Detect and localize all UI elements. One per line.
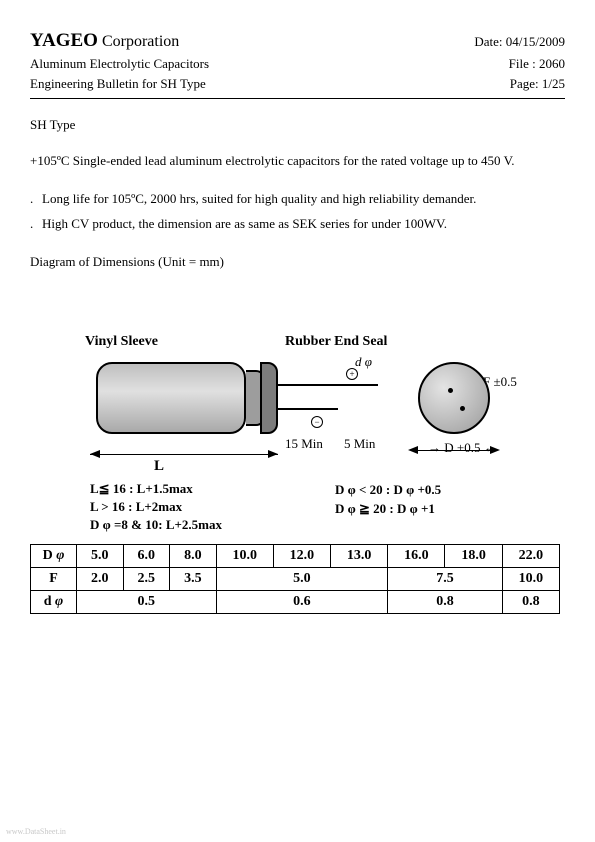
- fifteen-min-label: 15 Min: [285, 436, 323, 452]
- capacitor-top-icon: [260, 362, 278, 434]
- vinyl-sleeve-label: Vinyl Sleeve: [85, 334, 158, 350]
- description: +105ºC Single-ended lead aluminum electr…: [30, 151, 565, 171]
- table-cell: 0.6: [216, 591, 388, 614]
- diagram-notes: L≦ 16 : L+1.5max L > 16 : L+2max D φ =8 …: [30, 480, 565, 535]
- notes-right: D φ < 20 : D φ +0.5 D φ ≧ 20 : D φ +1: [335, 480, 441, 519]
- table-cell: 0.5: [77, 591, 217, 614]
- company-rest: Corporation: [98, 33, 179, 50]
- table-cell: 8.0: [170, 545, 217, 568]
- table-cell: 16.0: [388, 545, 445, 568]
- table-row: d φ0.50.60.80.8: [31, 591, 560, 614]
- arrow-right-icon: [268, 450, 278, 458]
- lead-wire-icon: [278, 408, 338, 410]
- table-row: F2.02.53.55.07.510.0: [31, 568, 560, 591]
- table-cell: 0.8: [502, 591, 559, 614]
- table-cell: 5.0: [77, 545, 124, 568]
- table-cell: 7.5: [388, 568, 502, 591]
- length-dimension-line: [90, 454, 278, 455]
- note-line: D φ ≧ 20 : D φ +1: [335, 499, 441, 519]
- capacitor-endview-icon: [418, 362, 490, 434]
- table-cell: 2.5: [123, 568, 170, 591]
- arrow-left-icon: [90, 450, 100, 458]
- header-file: File : 2060: [509, 56, 565, 72]
- table-cell: 5.0: [216, 568, 388, 591]
- header-divider: [30, 98, 565, 99]
- d-phi-label: d φ: [355, 354, 372, 370]
- table-cell: 2.0: [77, 568, 124, 591]
- header-date: Date: 04/15/2009: [474, 34, 565, 50]
- bullet-text: Long life for 105ºC, 2000 hrs, suited fo…: [42, 191, 476, 206]
- table-cell: 10.0: [216, 545, 273, 568]
- bullet-item: .Long life for 105ºC, 2000 hrs, suited f…: [30, 189, 565, 209]
- bullet-text: High CV product, the dimension are as sa…: [42, 216, 447, 231]
- bullet-list: .Long life for 105ºC, 2000 hrs, suited f…: [30, 189, 565, 234]
- length-label: L: [154, 458, 164, 475]
- rubber-seal-label: Rubber End Seal: [285, 334, 387, 350]
- table-cell: 10.0: [502, 568, 559, 591]
- lead-wire-icon: [278, 384, 378, 386]
- table-cell: 18.0: [445, 545, 502, 568]
- table-cell: 6.0: [123, 545, 170, 568]
- row-header: d φ: [31, 591, 77, 614]
- type-title: SH Type: [30, 117, 565, 133]
- diagram-title: Diagram of Dimensions (Unit = mm): [30, 254, 565, 270]
- header-row-3: Engineering Bulletin for SH Type Page: 1…: [30, 76, 565, 92]
- header-subtitle-1: Aluminum Electrolytic Capacitors: [30, 56, 209, 72]
- capacitor-body-icon: [96, 362, 246, 434]
- d-tolerance-label: → D +0.5 ←: [428, 440, 497, 456]
- bullet-item: .High CV product, the dimension are as s…: [30, 214, 565, 234]
- table-cell: 22.0: [502, 545, 559, 568]
- table-cell: 0.8: [388, 591, 502, 614]
- company-name: YAGEO Corporation: [30, 30, 179, 52]
- company-bold: YAGEO: [30, 30, 98, 51]
- five-min-label: 5 Min: [344, 436, 375, 452]
- note-line: D φ =8 & 10: L+2.5max: [90, 516, 595, 534]
- plus-polarity-icon: +: [346, 368, 358, 380]
- note-line: D φ < 20 : D φ +0.5: [335, 480, 441, 500]
- minus-polarity-icon: −: [311, 416, 323, 428]
- row-header: F: [31, 568, 77, 591]
- table-cell: 13.0: [331, 545, 388, 568]
- arrow-right-icon: [490, 446, 500, 454]
- table-row: D φ5.06.08.010.012.013.016.018.022.0: [31, 545, 560, 568]
- dimension-table: D φ5.06.08.010.012.013.016.018.022.0F2.0…: [30, 544, 560, 614]
- pin-icon: [448, 388, 453, 393]
- arrow-left-icon: [408, 446, 418, 454]
- header-row-2: Aluminum Electrolytic Capacitors File : …: [30, 56, 565, 72]
- header-row: YAGEO Corporation Date: 04/15/2009: [30, 30, 565, 52]
- row-header: D φ: [31, 545, 77, 568]
- table-cell: 3.5: [170, 568, 217, 591]
- header-subtitle-2: Engineering Bulletin for SH Type: [30, 76, 206, 92]
- diameter-dimension-line: [418, 450, 490, 451]
- table-cell: 12.0: [273, 545, 330, 568]
- watermark-text: www.DataSheet.in: [6, 827, 66, 836]
- header-page: Page: 1/25: [510, 76, 565, 92]
- pin-icon: [460, 406, 465, 411]
